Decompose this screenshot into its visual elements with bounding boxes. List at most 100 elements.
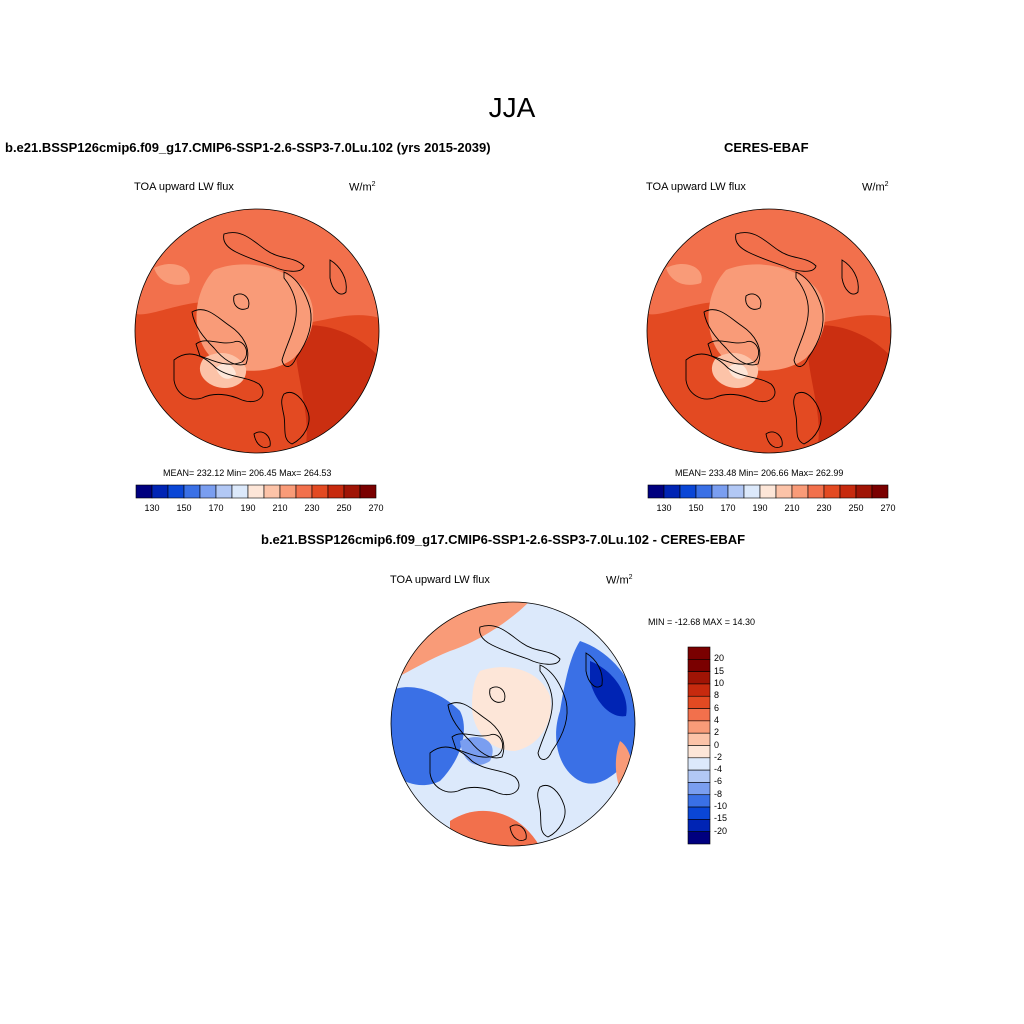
coastline-8 (233, 293, 250, 310)
colorbar-tick-label: 250 (336, 503, 352, 513)
colorbar-box (871, 484, 889, 499)
positive-anomaly-south (450, 810, 540, 846)
colorbar-box (327, 484, 345, 499)
pacific-low-flux (154, 263, 190, 285)
pacific-low-flux (666, 263, 702, 285)
colorbar-tick-label: -2 (714, 751, 723, 762)
colorbar-box (687, 732, 711, 746)
colorbar-box (823, 484, 841, 499)
colorbar-tick-label: 10 (714, 677, 725, 688)
colorbar-tick-label: 210 (784, 503, 800, 513)
model-colorbar (135, 484, 377, 499)
obs-polar-map (646, 208, 892, 454)
colorbar-box (167, 484, 185, 499)
colorbar-box (727, 484, 745, 499)
coastline-4 (793, 271, 824, 367)
colorbar-tick-label: 170 (720, 503, 736, 513)
colorbar-tick-label: 15 (714, 665, 725, 676)
colorbar-box (743, 484, 761, 499)
model-panel-title: b.e21.BSSP126cmip6.f09_g17.CMIP6-SSP1-2.… (5, 140, 491, 155)
coastline-8 (745, 293, 762, 310)
colorbar-box (687, 720, 711, 734)
colorbar-tick-label: 210 (272, 503, 288, 513)
colorbar-tick-label: -6 (714, 776, 723, 787)
colorbar-tick-label: 150 (176, 503, 192, 513)
coastline-8 (489, 686, 506, 703)
colorbar-box (687, 646, 711, 660)
colorbar-tick-label: 8 (714, 690, 720, 701)
colorbar-box (135, 484, 153, 499)
colorbar-box (791, 484, 809, 499)
colorbar-box (663, 484, 681, 499)
colorbar-tick-label: 2 (714, 727, 720, 738)
colorbar-tick-label: 150 (688, 503, 704, 513)
colorbar-box (343, 484, 361, 499)
colorbar-box (199, 484, 217, 499)
map-boundary-circle (646, 208, 892, 454)
model-polar-map (134, 208, 380, 454)
colorbar-tick-label: 190 (240, 503, 256, 513)
colorbar-box (687, 819, 711, 832)
model-variable-label: TOA upward LW flux (134, 181, 234, 193)
colorbar-box (839, 484, 857, 499)
coastline-7 (329, 259, 347, 295)
colorbar-box (687, 671, 711, 685)
colorbar-box (855, 484, 873, 499)
coastline-5 (793, 392, 822, 445)
coastline-2 (707, 340, 759, 365)
colorbar-box (687, 745, 711, 759)
colorbar-tick-label: 270 (368, 503, 384, 513)
colorbar-tick-label: 270 (880, 503, 896, 513)
colorbar-box (687, 831, 711, 845)
colorbar-box (687, 659, 711, 672)
colorbar-box (695, 484, 713, 499)
colorbar-tick-label: -20 (714, 825, 728, 836)
diff-stats: MIN = -12.68 MAX = 14.30 (648, 617, 756, 627)
colorbar-tick-label: 230 (304, 503, 320, 513)
colorbar-box (687, 695, 711, 709)
colorbar-box (359, 484, 377, 499)
colorbar-box (183, 484, 201, 499)
coastline-1 (191, 309, 249, 366)
coastline-6 (253, 431, 271, 448)
colorbar-box (687, 806, 711, 820)
obs-panel-title: CERES-EBAF (724, 140, 809, 155)
colorbar-box (247, 484, 265, 499)
colorbar-tick-label: 230 (816, 503, 832, 513)
colorbar-tick-label: -15 (714, 813, 728, 824)
colorbar-tick-label: 130 (656, 503, 672, 513)
colorbar-tick-label: 250 (848, 503, 864, 513)
diff-units-label: W/m2 (606, 574, 633, 587)
obs-units-label: W/m2 (862, 181, 889, 194)
model-stats: MEAN= 232.12 Min= 206.45 Max= 264.53 (163, 468, 332, 478)
coastline-0 (685, 353, 776, 402)
polar-cap-region (196, 264, 314, 371)
colorbar-box (687, 683, 711, 697)
coastline-1 (703, 309, 761, 366)
colorbar-tick-label: -4 (714, 764, 723, 775)
colorbar-box (215, 484, 233, 499)
colorbar-box (311, 484, 329, 499)
coastline-4 (537, 664, 568, 760)
coastline-0 (429, 746, 520, 795)
colorbar-box (647, 484, 665, 499)
polar-cap-region (708, 264, 826, 371)
negative-anomaly-west (391, 687, 464, 786)
coastline-0 (173, 353, 264, 402)
obs-stats: MEAN= 233.48 Min= 206.66 Max= 262.99 (675, 468, 844, 478)
colorbar-box (279, 484, 297, 499)
colorbar-box (231, 484, 249, 499)
obs-colorbar (647, 484, 889, 499)
model-units-label: W/m2 (349, 181, 376, 194)
diff-polar-map (390, 601, 636, 847)
coastline-4 (281, 271, 312, 367)
colorbar-box (687, 794, 711, 808)
strong-negative-anomaly (590, 661, 627, 717)
coastline-3 (479, 625, 561, 665)
colorbar-box (679, 484, 697, 499)
colorbar-tick-label: 190 (752, 503, 768, 513)
colorbar-tick-label: -8 (714, 788, 723, 799)
coastline-3 (735, 232, 817, 272)
map-boundary-circle (390, 601, 636, 847)
colorbar-tick-label: 0 (714, 739, 720, 750)
